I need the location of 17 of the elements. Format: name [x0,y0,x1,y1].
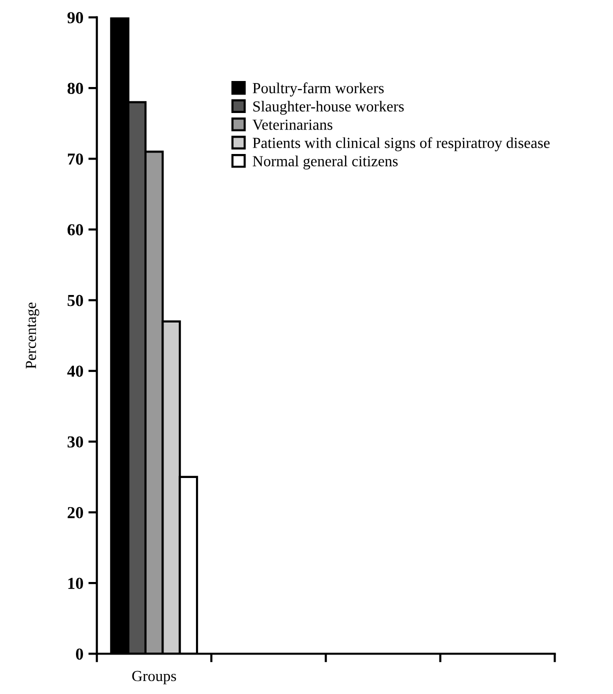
y-tick-label: 20 [68,507,84,518]
legend-label: Slaughter-house workers [253,100,404,115]
legend-label: Poultry-farm workers [252,82,384,96]
y-tick-label: 80 [68,82,84,94]
y-tick-label: 40 [67,366,84,377]
y-axis-title: Percentage [26,302,40,369]
legend-label: Normal general citizens [252,156,398,170]
y-tick-label: 50 [68,294,84,306]
legend-label: Veterinarians [252,120,332,130]
y-tick-label: 60 [68,224,84,236]
legend-label: Patients with clinical signs of respiratroy disease [252,137,550,152]
x-tick-label: Groups [132,670,176,684]
y-tick-label: 0 [76,648,84,660]
y-tick-label: 10 [68,578,84,589]
y-tick-label: 90 [67,12,84,24]
y-tick-label: 70 [68,153,84,165]
y-tick-label: 30 [68,436,84,448]
